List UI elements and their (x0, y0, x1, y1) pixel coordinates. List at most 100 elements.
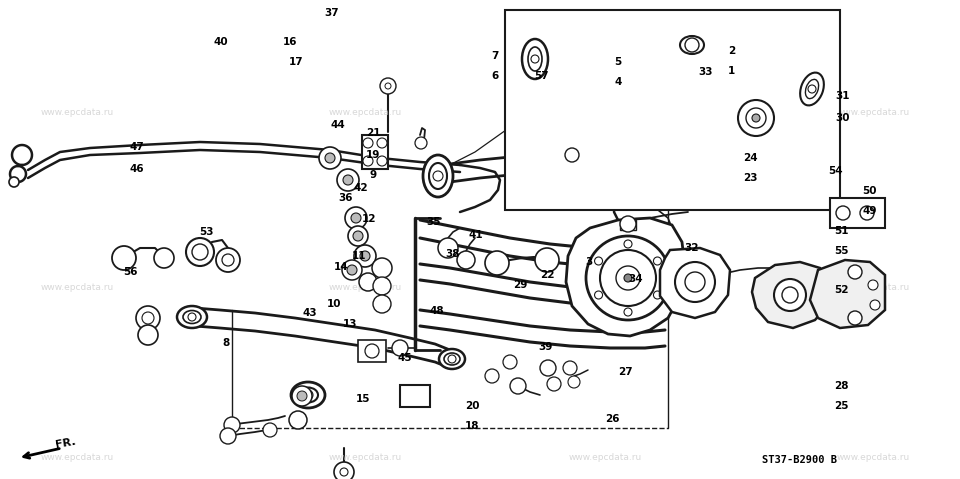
Text: 40: 40 (213, 37, 228, 47)
Circle shape (808, 85, 816, 93)
Text: www.epcdata.ru: www.epcdata.ru (837, 283, 910, 292)
Text: 31: 31 (835, 91, 851, 101)
Text: 55: 55 (833, 246, 849, 256)
Circle shape (354, 245, 376, 267)
Text: 24: 24 (743, 153, 758, 163)
Text: FR.: FR. (55, 436, 77, 450)
Text: www.epcdata.ru: www.epcdata.ru (328, 453, 401, 462)
Text: 51: 51 (833, 226, 849, 236)
Circle shape (774, 279, 806, 311)
Text: 35: 35 (426, 217, 442, 227)
Circle shape (438, 238, 458, 258)
Circle shape (485, 369, 499, 383)
Circle shape (600, 250, 656, 306)
Circle shape (848, 311, 862, 325)
Text: 13: 13 (343, 319, 358, 329)
Text: 42: 42 (353, 183, 369, 193)
Circle shape (848, 265, 862, 279)
Ellipse shape (680, 36, 704, 54)
Text: 27: 27 (617, 367, 633, 376)
Text: 38: 38 (444, 249, 460, 259)
Text: 29: 29 (514, 281, 527, 290)
Circle shape (188, 313, 196, 321)
Circle shape (342, 260, 362, 280)
Circle shape (752, 114, 760, 122)
Text: www.epcdata.ru: www.epcdata.ru (328, 283, 401, 292)
Text: www.epcdata.ru: www.epcdata.ru (40, 108, 113, 117)
Circle shape (616, 266, 640, 290)
Text: 15: 15 (355, 394, 371, 403)
Circle shape (756, 181, 764, 189)
Polygon shape (810, 260, 885, 328)
Circle shape (563, 361, 577, 375)
Text: 37: 37 (324, 9, 339, 18)
Polygon shape (566, 218, 685, 336)
Text: 32: 32 (684, 243, 699, 253)
Text: 6: 6 (492, 71, 499, 80)
Ellipse shape (800, 73, 824, 105)
Text: www.epcdata.ru: www.epcdata.ru (40, 453, 113, 462)
Text: 22: 22 (540, 270, 555, 280)
Circle shape (373, 277, 391, 295)
Circle shape (373, 295, 391, 313)
Circle shape (485, 251, 509, 275)
Circle shape (836, 206, 850, 220)
Circle shape (380, 78, 396, 94)
Circle shape (535, 248, 559, 272)
Text: 53: 53 (199, 227, 214, 237)
Text: 7: 7 (492, 51, 499, 60)
Circle shape (870, 300, 880, 310)
Ellipse shape (805, 80, 819, 99)
Text: 19: 19 (367, 150, 380, 160)
Circle shape (675, 262, 715, 302)
Circle shape (360, 251, 370, 261)
Polygon shape (660, 248, 730, 318)
Text: 21: 21 (366, 128, 381, 138)
Text: ST37-B2900 B: ST37-B2900 B (762, 455, 837, 465)
Text: 43: 43 (302, 308, 318, 318)
Text: 20: 20 (465, 401, 480, 411)
Ellipse shape (424, 156, 452, 196)
Text: 47: 47 (130, 142, 145, 151)
Circle shape (353, 231, 363, 241)
Polygon shape (752, 262, 830, 328)
Circle shape (392, 340, 408, 356)
Ellipse shape (439, 349, 465, 369)
Text: 39: 39 (539, 342, 552, 352)
Text: 49: 49 (862, 206, 877, 216)
Circle shape (297, 391, 307, 401)
Text: 36: 36 (338, 194, 353, 203)
Text: 54: 54 (828, 166, 843, 175)
Circle shape (377, 138, 387, 148)
Ellipse shape (603, 153, 613, 171)
Circle shape (216, 248, 240, 272)
Bar (362, 135, 388, 169)
Text: www.epcdata.ru: www.epcdata.ru (328, 108, 401, 117)
Text: www.epcdata.ru: www.epcdata.ru (40, 283, 113, 292)
Ellipse shape (748, 167, 772, 203)
Text: 48: 48 (429, 307, 444, 316)
Ellipse shape (423, 155, 453, 197)
Circle shape (334, 462, 354, 479)
Circle shape (192, 244, 208, 260)
Text: 11: 11 (351, 251, 367, 261)
Circle shape (531, 55, 539, 63)
Circle shape (220, 428, 236, 444)
Circle shape (685, 272, 705, 292)
Circle shape (565, 148, 579, 162)
Circle shape (624, 240, 632, 248)
Circle shape (292, 386, 312, 406)
Text: 45: 45 (397, 354, 413, 363)
Ellipse shape (298, 388, 318, 402)
Ellipse shape (430, 164, 446, 188)
Text: 17: 17 (288, 57, 303, 67)
Circle shape (222, 254, 234, 266)
Text: 9: 9 (370, 171, 377, 180)
Text: www.epcdata.ru: www.epcdata.ru (568, 283, 641, 292)
Circle shape (372, 258, 392, 278)
Bar (620, 220, 636, 230)
Text: 41: 41 (468, 230, 484, 240)
Circle shape (594, 291, 603, 299)
Circle shape (154, 248, 174, 268)
Circle shape (738, 100, 774, 136)
